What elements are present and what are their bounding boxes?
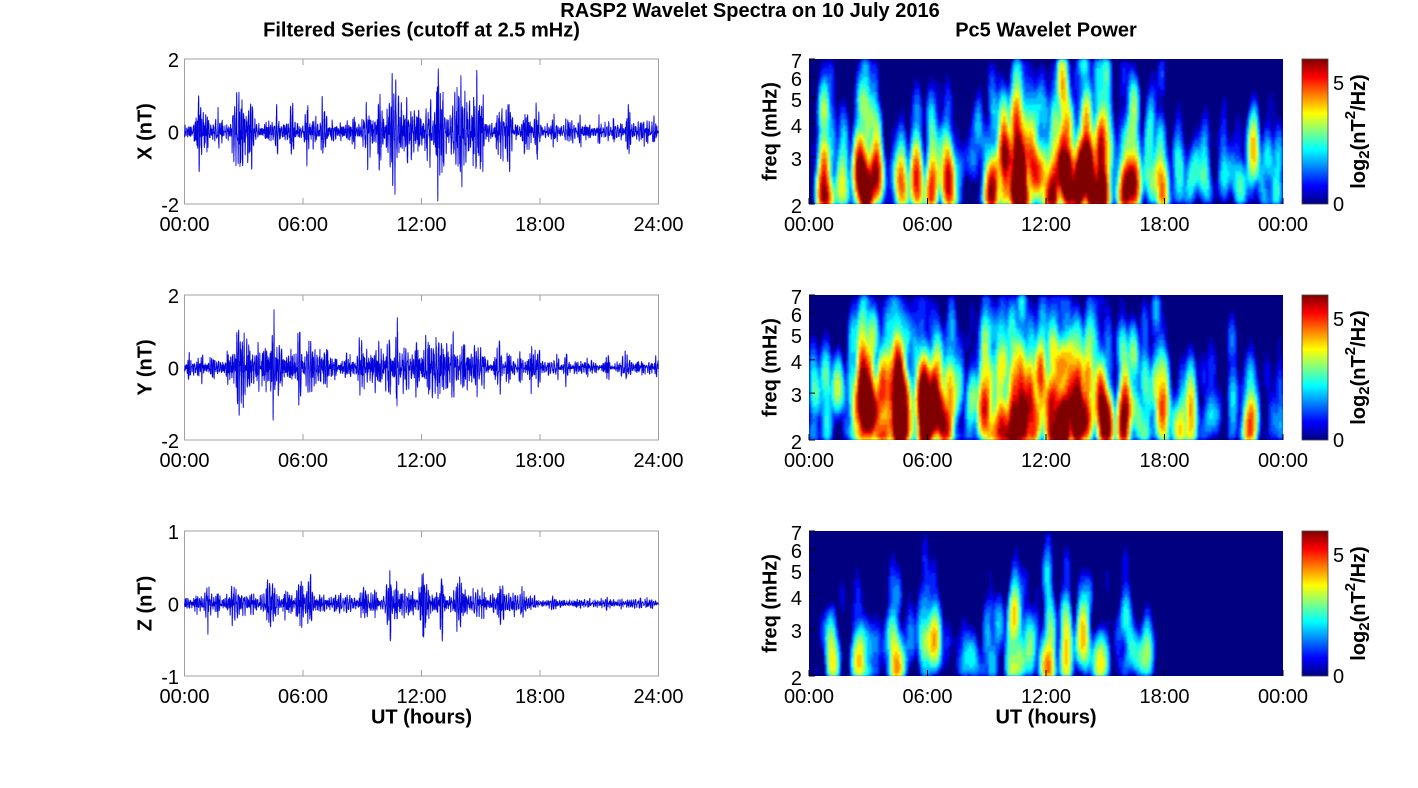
svg-text:1: 1: [168, 522, 179, 544]
svg-text:7: 7: [791, 287, 802, 309]
svg-text:06:00: 06:00: [278, 214, 328, 236]
svg-text:freq (mHz): freq (mHz): [760, 82, 782, 181]
svg-text:12:00: 12:00: [396, 686, 446, 708]
svg-text:UT (hours): UT (hours): [995, 707, 1096, 729]
svg-text:7: 7: [791, 523, 802, 545]
svg-text:0: 0: [1333, 666, 1344, 688]
svg-text:0: 0: [168, 595, 179, 617]
svg-text:0: 0: [168, 359, 179, 381]
svg-text:00:00: 00:00: [159, 450, 209, 472]
svg-text:3: 3: [791, 149, 802, 171]
svg-text:freq (mHz): freq (mHz): [760, 318, 782, 417]
svg-text:0: 0: [1333, 194, 1344, 216]
svg-text:-2: -2: [161, 431, 179, 453]
svg-text:5: 5: [1333, 73, 1344, 95]
svg-text:06:00: 06:00: [902, 450, 952, 472]
svg-text:Z (nT): Z (nT): [135, 576, 157, 632]
svg-text:00:00: 00:00: [159, 214, 209, 236]
svg-text:4: 4: [791, 588, 802, 610]
svg-text:6: 6: [791, 541, 802, 563]
svg-text:Pc5 Wavelet Power: Pc5 Wavelet Power: [955, 20, 1137, 42]
svg-text:5: 5: [791, 326, 802, 348]
svg-text:00:00: 00:00: [1258, 450, 1308, 472]
svg-text:18:00: 18:00: [515, 686, 565, 708]
svg-text:2: 2: [791, 432, 802, 454]
svg-text:0: 0: [168, 123, 179, 145]
svg-text:3: 3: [791, 385, 802, 407]
svg-text:5: 5: [791, 562, 802, 584]
svg-text:12:00: 12:00: [396, 450, 446, 472]
svg-text:Filtered Series (cutoff at 2.5: Filtered Series (cutoff at 2.5 mHz): [263, 20, 580, 42]
svg-text:3: 3: [791, 621, 802, 643]
svg-text:12:00: 12:00: [1021, 450, 1071, 472]
svg-text:-2: -2: [161, 195, 179, 217]
svg-text:06:00: 06:00: [278, 686, 328, 708]
svg-text:4: 4: [791, 116, 802, 138]
svg-text:RASP2 Wavelet Spectra on 10 Ju: RASP2 Wavelet Spectra on 10 July 2016: [560, 0, 939, 22]
svg-text:Y (nT): Y (nT): [135, 339, 157, 395]
svg-text:-1: -1: [161, 667, 179, 689]
svg-text:0: 0: [1333, 430, 1344, 452]
svg-text:4: 4: [791, 352, 802, 374]
svg-text:6: 6: [791, 305, 802, 327]
svg-text:12:00: 12:00: [1021, 686, 1071, 708]
svg-text:18:00: 18:00: [1139, 450, 1189, 472]
svg-text:UT (hours): UT (hours): [371, 707, 472, 729]
svg-text:00:00: 00:00: [784, 450, 834, 472]
svg-text:18:00: 18:00: [515, 214, 565, 236]
svg-text:5: 5: [1333, 309, 1344, 331]
svg-text:00:00: 00:00: [784, 214, 834, 236]
svg-text:18:00: 18:00: [515, 450, 565, 472]
svg-text:24:00: 24:00: [633, 450, 683, 472]
svg-text:24:00: 24:00: [633, 214, 683, 236]
svg-text:06:00: 06:00: [902, 686, 952, 708]
svg-text:18:00: 18:00: [1139, 214, 1189, 236]
svg-text:freq (mHz): freq (mHz): [760, 554, 782, 653]
svg-text:00:00: 00:00: [1258, 214, 1308, 236]
svg-text:24:00: 24:00: [633, 686, 683, 708]
svg-text:2: 2: [168, 286, 179, 308]
svg-text:2: 2: [791, 668, 802, 690]
svg-text:5: 5: [1333, 545, 1344, 567]
svg-text:06:00: 06:00: [902, 214, 952, 236]
svg-text:00:00: 00:00: [159, 686, 209, 708]
svg-text:00:00: 00:00: [784, 686, 834, 708]
svg-text:X (nT): X (nT): [135, 103, 157, 160]
svg-text:06:00: 06:00: [278, 450, 328, 472]
svg-text:12:00: 12:00: [396, 214, 446, 236]
svg-text:18:00: 18:00: [1139, 686, 1189, 708]
svg-text:6: 6: [791, 69, 802, 91]
svg-text:2: 2: [168, 50, 179, 72]
svg-text:00:00: 00:00: [1258, 686, 1308, 708]
svg-text:7: 7: [791, 51, 802, 73]
svg-text:12:00: 12:00: [1021, 214, 1071, 236]
svg-text:2: 2: [791, 196, 802, 218]
svg-text:5: 5: [791, 90, 802, 112]
